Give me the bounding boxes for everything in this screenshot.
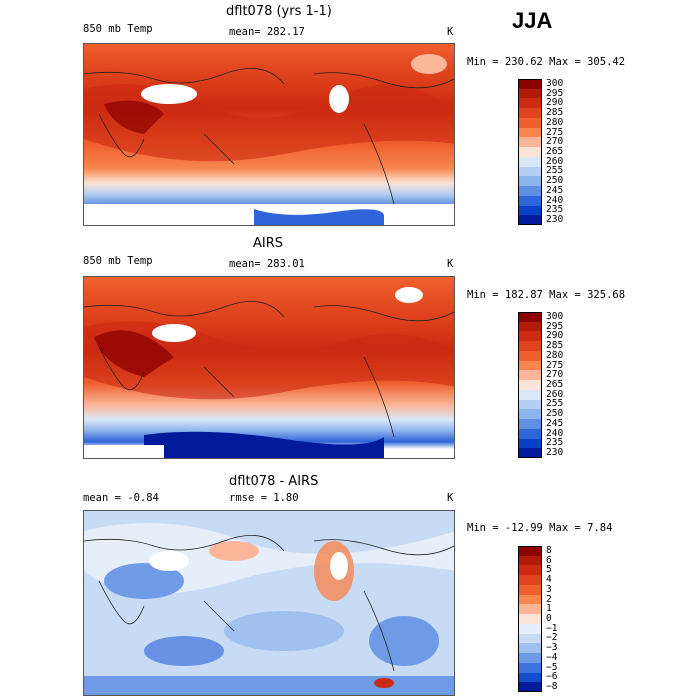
panel2-colorbar: 300 295 290 285 280 275 270 265 260 255 250 245 240 2… <box>518 311 563 459</box>
colorbar-tick-label: 245 <box>546 184 564 196</box>
colorbar-tick-label: 270 <box>546 369 564 381</box>
colorbar-tick-label: 0 <box>546 613 552 624</box>
panel1-minmax: Min = 230.62 Max = 305.42 <box>467 56 626 68</box>
colorbar-tick-label: −6 <box>546 671 558 683</box>
colorbar-tick-label: 280 <box>546 349 564 361</box>
colorbar-tick-label: 240 <box>546 427 564 439</box>
colorbar-tick-label: 295 <box>546 320 564 332</box>
season-label: JJA <box>512 8 553 33</box>
panel2-mean-label: mean= 283.01 <box>229 258 305 270</box>
panel3-title: dflt078 - AIRS <box>229 474 319 489</box>
colorbar-tick-label: 235 <box>546 437 564 449</box>
panel2-minmax: Min = 182.87 Max = 325.68 <box>467 289 626 301</box>
colorbar-tick-label: 8 <box>546 544 552 556</box>
colorbar-tick-label: 260 <box>546 388 564 400</box>
colorbar-tick-label: 300 <box>546 77 564 89</box>
colorbar-tick-label: 4 <box>546 574 552 586</box>
colorbar-tick-label: 300 <box>546 310 564 322</box>
colorbar-tick-label: 290 <box>546 97 564 109</box>
colorbar-tick-label: −3 <box>546 642 558 654</box>
panel3-units: K <box>447 492 454 504</box>
panel2-units: K <box>447 258 454 270</box>
colorbar-tick-label: 3 <box>546 583 552 595</box>
colorbar-tick-label: 265 <box>546 379 564 390</box>
colorbar-tick-label: −2 <box>546 632 558 644</box>
colorbar-tick-label: 230 <box>546 447 564 459</box>
panel1-colorbar: 300 295 290 285 280 275 270 265 260 255 250 245 240 2… <box>518 78 563 226</box>
colorbar-tick-label: 265 <box>546 146 564 157</box>
colorbar-tick-label: 230 <box>546 214 564 226</box>
panel1-mean-label: mean= 282.17 <box>229 26 305 38</box>
colorbar-tick-label: 275 <box>546 126 564 138</box>
panel1-left-label: 850 mb Temp <box>83 23 153 35</box>
colorbar-tick-label: 250 <box>546 175 564 187</box>
colorbar-tick-label: 280 <box>546 116 564 128</box>
colorbar-tick-label: −8 <box>546 681 558 693</box>
colorbar-tick-label: 255 <box>546 165 564 177</box>
panel3-rmse-label: rmse = 1.80 <box>229 492 299 504</box>
colorbar-tick-label: 235 <box>546 204 564 216</box>
colorbar-tick-label: −5 <box>546 661 558 673</box>
colorbar-tick-label: 245 <box>546 417 564 429</box>
panel3-minmax: Min = -12.99 Max = 7.84 <box>467 522 613 534</box>
colorbar-frame <box>518 546 542 692</box>
colorbar-tick-label: 260 <box>546 155 564 167</box>
colorbar-tick-label: 6 <box>546 554 552 566</box>
colorbar-tick-label: −4 <box>546 651 558 663</box>
colorbar-tick-label: 285 <box>546 107 564 119</box>
panel2-map <box>83 276 455 459</box>
colorbar-tick-label: 295 <box>546 87 564 99</box>
colorbar-tick-label: 275 <box>546 359 564 371</box>
colorbar-tick-label: 5 <box>546 564 552 576</box>
panel2-title: AIRS <box>253 236 284 251</box>
panel1-units: K <box>447 26 454 38</box>
colorbar-tick-label: 240 <box>546 194 564 206</box>
colorbar-tick-label: 285 <box>546 340 564 352</box>
colorbar-tick-label: 2 <box>546 593 552 605</box>
colorbar-tick-label: −1 <box>546 622 558 634</box>
colorbar-tick-label: 250 <box>546 408 564 420</box>
colorbar-frame <box>518 312 542 458</box>
colorbar-tick-label: 255 <box>546 398 564 410</box>
panel2-left-label: 850 mb Temp <box>83 255 153 267</box>
panel1-title: dflt078 (yrs 1-1) <box>226 4 332 19</box>
colorbar-tick-label: 1 <box>546 603 552 615</box>
colorbar-tick-label: 290 <box>546 330 564 342</box>
colorbar-frame <box>518 79 542 225</box>
panel1-map <box>83 43 455 226</box>
panel3-mean-label: mean = -0.84 <box>83 492 159 504</box>
panel3-colorbar: 8 6 5 4 3 2 1 0 −1 −2 −3 −4 −5 −6 −8 <box>518 545 557 693</box>
panel3-map <box>83 510 455 696</box>
colorbar-tick-label: 270 <box>546 136 564 148</box>
